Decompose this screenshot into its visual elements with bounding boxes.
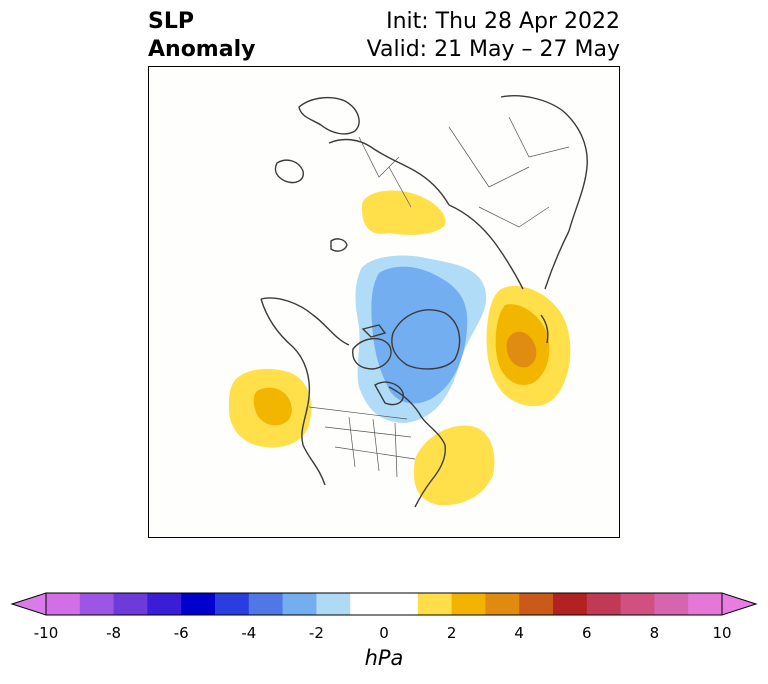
title-line-2: Anomaly xyxy=(148,37,256,62)
colorbar-tick-label: -8 xyxy=(106,624,122,642)
anomaly-low-arctic-inner xyxy=(371,266,468,404)
colorbar-cell xyxy=(553,593,588,615)
init-date: Init: Thu 28 Apr 2022 xyxy=(386,9,620,34)
colorbar-tick-label: 8 xyxy=(649,624,660,642)
colorbar-cell xyxy=(147,593,182,615)
anomaly-high-pacific-core xyxy=(253,387,292,426)
colorbar-cell xyxy=(215,593,250,615)
anomaly-high-scandinavia xyxy=(361,190,446,235)
anomaly-high-atlantic xyxy=(413,425,495,506)
colorbar-cell xyxy=(181,593,216,615)
colorbar-cell xyxy=(620,593,655,615)
forecast-info: Init: Thu 28 Apr 2022 Valid: 21 May – 27… xyxy=(367,8,620,64)
colorbar-cell xyxy=(451,593,486,615)
colorbar-cell xyxy=(586,593,622,615)
colorbar-cell xyxy=(485,593,520,615)
colorbar-extend-max xyxy=(721,592,758,616)
colorbar-tick-label: 10 xyxy=(712,624,732,642)
colorbar-cell xyxy=(113,593,148,615)
colorbar-tick-label: -10 xyxy=(33,624,59,642)
colorbar-tick-label: -4 xyxy=(241,624,257,642)
map-canvas xyxy=(149,67,619,537)
colorbar-cell xyxy=(654,593,689,615)
colorbar-cell xyxy=(519,593,554,615)
colorbar-cell xyxy=(350,593,385,615)
title-line-1: SLP xyxy=(148,9,194,34)
colorbar xyxy=(10,592,758,616)
map-panel xyxy=(148,66,620,538)
colorbar-cell xyxy=(688,593,723,615)
colorbar-tick-label: 4 xyxy=(514,624,524,642)
colorbar-tick-label: 6 xyxy=(582,624,592,642)
valid-range: Valid: 21 May – 27 May xyxy=(366,37,620,62)
anomaly-fills xyxy=(229,190,571,506)
colorbar-unit-label: hPa xyxy=(364,646,404,670)
colorbar-cell xyxy=(384,593,419,615)
colorbar-cell xyxy=(248,593,284,615)
colorbar-tick-label: -6 xyxy=(173,624,189,642)
map-title: SLP Anomaly xyxy=(148,8,255,64)
colorbar-extend-min xyxy=(10,592,47,616)
coastlines xyxy=(260,95,588,508)
colorbar-tick-label: 0 xyxy=(379,624,389,642)
colorbar-cell xyxy=(316,593,351,615)
anomaly-high-east-asia-core xyxy=(506,331,537,368)
borders xyxy=(308,116,570,478)
colorbar-cell xyxy=(79,593,115,615)
colorbar-tick-label: 2 xyxy=(446,624,457,642)
colorbar-tick-label: -2 xyxy=(308,624,324,642)
colorbar-cell xyxy=(282,593,317,615)
colorbar-cell xyxy=(46,593,81,615)
colorbar-cell xyxy=(417,593,453,615)
